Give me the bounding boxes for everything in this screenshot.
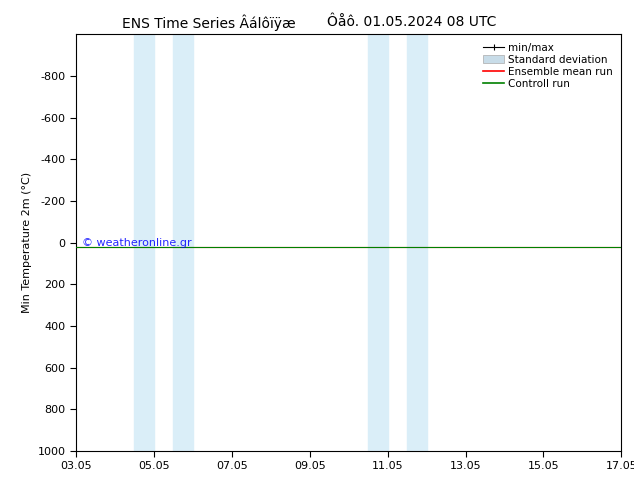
Legend: min/max, Standard deviation, Ensemble mean run, Controll run: min/max, Standard deviation, Ensemble me… — [480, 40, 616, 92]
Bar — [134, 34, 154, 451]
Text: ENS Time Series Âálôïÿæ: ENS Time Series Âálôïÿæ — [122, 15, 296, 31]
Bar — [174, 34, 193, 451]
Bar — [407, 34, 427, 451]
Bar — [368, 34, 387, 451]
Y-axis label: Min Temperature 2m (°C): Min Temperature 2m (°C) — [22, 172, 32, 313]
Text: Ôåô. 01.05.2024 08 UTC: Ôåô. 01.05.2024 08 UTC — [327, 15, 497, 29]
Text: © weatheronline.gr: © weatheronline.gr — [82, 238, 191, 247]
